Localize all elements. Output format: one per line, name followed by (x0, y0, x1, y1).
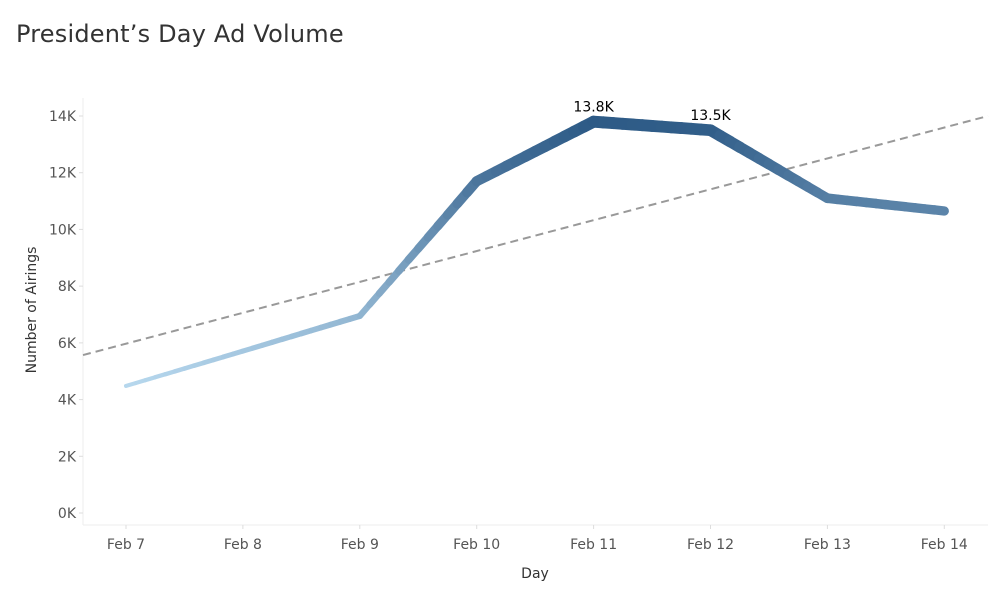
data-labels: 13.8K 13.5K (573, 100, 731, 136)
x-tick-label: Feb 13 (804, 537, 851, 553)
y-tick-label: 6K (58, 336, 77, 352)
y-tick-label: 14K (49, 109, 77, 125)
y-tick-label: 0K (58, 506, 77, 522)
x-tick-label: Feb 8 (224, 537, 262, 553)
data-point-marker[interactable] (588, 116, 599, 127)
y-axis-label: Number of Airings (24, 247, 40, 374)
y-tick-label: 10K (49, 222, 77, 238)
trend-line (82, 115, 989, 357)
data-point-marker[interactable] (705, 125, 716, 136)
line-segment (929, 205, 949, 216)
axes: 0K 2K 4K 6K 8K 10K 12K 14K Feb 7 Feb 8 Feb 9 Feb 10… (49, 98, 988, 553)
x-tick-label: Feb 11 (570, 537, 617, 553)
x-tick-label: Feb 14 (921, 537, 968, 553)
y-tick-label: 12K (49, 166, 77, 182)
y-tick-label: 4K (58, 393, 77, 409)
x-axis-label: Day (521, 566, 549, 582)
trend-line-path (82, 115, 989, 357)
y-tick-label: 2K (58, 449, 77, 465)
x-tick-label: Feb 9 (341, 537, 379, 553)
y-tick-label: 8K (58, 279, 77, 295)
data-line (123, 115, 949, 388)
chart-title: President’s Day Ad Volume (16, 20, 344, 48)
data-label: 13.8K (573, 100, 614, 116)
x-tick-label: Feb 10 (453, 537, 500, 553)
data-label: 13.5K (690, 108, 731, 124)
x-tick-label: Feb 7 (107, 537, 145, 553)
x-tick-label: Feb 12 (687, 537, 734, 553)
